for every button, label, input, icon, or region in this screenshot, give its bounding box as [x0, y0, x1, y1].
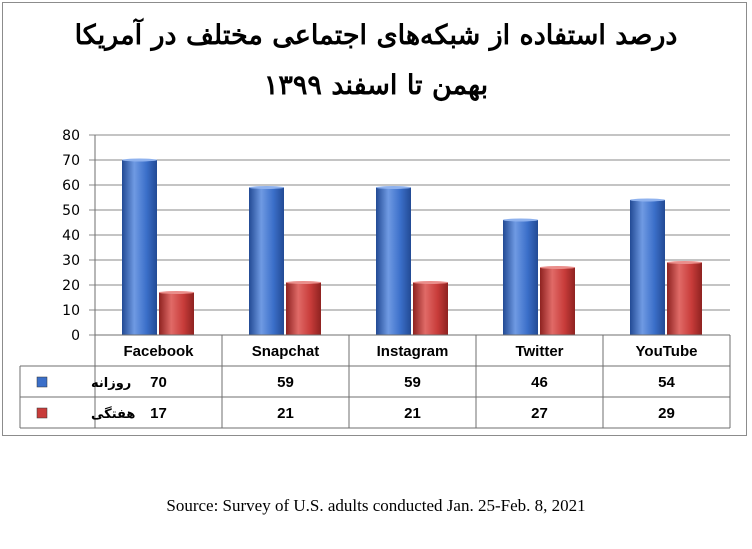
legend-swatch-weekly	[36, 407, 48, 419]
y-tick-label: 10	[62, 303, 80, 319]
data-value: 21	[404, 405, 421, 422]
bar-facebook-weekly	[159, 292, 194, 335]
data-value: 27	[531, 405, 548, 422]
bar-snapchat-daily	[249, 187, 284, 335]
y-tick-label: 30	[62, 253, 80, 269]
bar-snapchat-weekly	[286, 282, 321, 335]
bar-top	[413, 281, 448, 284]
chart-subtitle: بهمن تا اسفند ۱۳۹۹	[263, 70, 489, 101]
legend-label: روزانه	[91, 376, 131, 391]
bar-top	[376, 186, 411, 189]
legend-swatch-daily	[36, 376, 48, 388]
y-tick-label: 70	[62, 153, 80, 169]
legend-label: هفتگی	[91, 406, 135, 422]
bar-youtube-daily	[630, 200, 665, 335]
category-label: Snapchat	[252, 343, 320, 360]
bar-top	[540, 266, 575, 269]
bar-top	[630, 198, 665, 202]
bar-top	[286, 281, 321, 284]
y-tick-label: 20	[62, 278, 80, 294]
bar-top	[503, 218, 538, 222]
category-label: Instagram	[377, 343, 449, 360]
category-label: Twitter	[515, 343, 563, 360]
chart-title: درصد استفاده از شبکه‌های اجتماعی مختلف د…	[74, 20, 678, 51]
bar-twitter-daily	[503, 220, 538, 335]
bar-instagram-daily	[376, 187, 411, 335]
y-tick-label: 40	[62, 228, 80, 244]
category-label: YouTube	[636, 343, 698, 360]
data-value: 70	[150, 374, 167, 391]
y-tick-label: 60	[62, 178, 80, 194]
bar-top	[122, 158, 157, 162]
data-value: 21	[277, 405, 294, 422]
bar-twitter-weekly	[540, 267, 575, 335]
bar-top	[249, 186, 284, 189]
y-tick-label: 80	[62, 128, 80, 144]
bar-youtube-weekly	[667, 262, 702, 335]
source-note: Source: Survey of U.S. adults conducted …	[166, 496, 586, 515]
bar-top	[667, 261, 702, 264]
data-value: 59	[277, 374, 294, 391]
bar-instagram-weekly	[413, 282, 448, 335]
data-value: 46	[531, 374, 548, 391]
bar-facebook-daily	[122, 160, 157, 335]
category-label: Facebook	[123, 343, 194, 360]
data-value: 59	[404, 374, 421, 391]
data-value: 29	[658, 405, 675, 422]
y-tick-label: 0	[71, 328, 80, 344]
y-tick-label: 50	[62, 203, 80, 219]
bar-top	[159, 291, 194, 294]
data-value: 17	[150, 405, 167, 422]
data-value: 54	[658, 374, 675, 391]
